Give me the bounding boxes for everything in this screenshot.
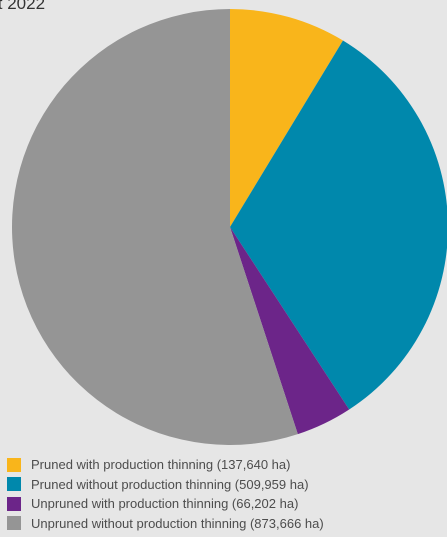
chart-title: it 2022 xyxy=(0,0,46,13)
legend-label: Unpruned without production thinning (87… xyxy=(31,515,324,531)
pie-slice xyxy=(230,9,343,227)
legend-item: Pruned without production thinning (509,… xyxy=(7,475,324,495)
legend-swatch xyxy=(7,477,21,492)
legend-label: Pruned with production thinning (137,640… xyxy=(31,457,291,473)
pie-slice xyxy=(11,9,298,446)
legend-item: Unpruned without production thinning (87… xyxy=(7,514,324,534)
legend-swatch xyxy=(7,516,21,531)
legend-item: Pruned with production thinning (137,640… xyxy=(7,455,324,475)
pie-slice xyxy=(230,40,447,410)
legend: Pruned with production thinning (137,640… xyxy=(7,455,324,533)
legend-label: Unpruned with production thinning (66,20… xyxy=(31,496,299,512)
legend-item: Unpruned with production thinning (66,20… xyxy=(7,494,324,514)
legend-swatch xyxy=(7,457,21,472)
legend-swatch xyxy=(7,496,21,511)
pie-slice xyxy=(230,227,350,435)
legend-label: Pruned without production thinning (509,… xyxy=(31,476,309,492)
pie-chart xyxy=(11,9,447,446)
